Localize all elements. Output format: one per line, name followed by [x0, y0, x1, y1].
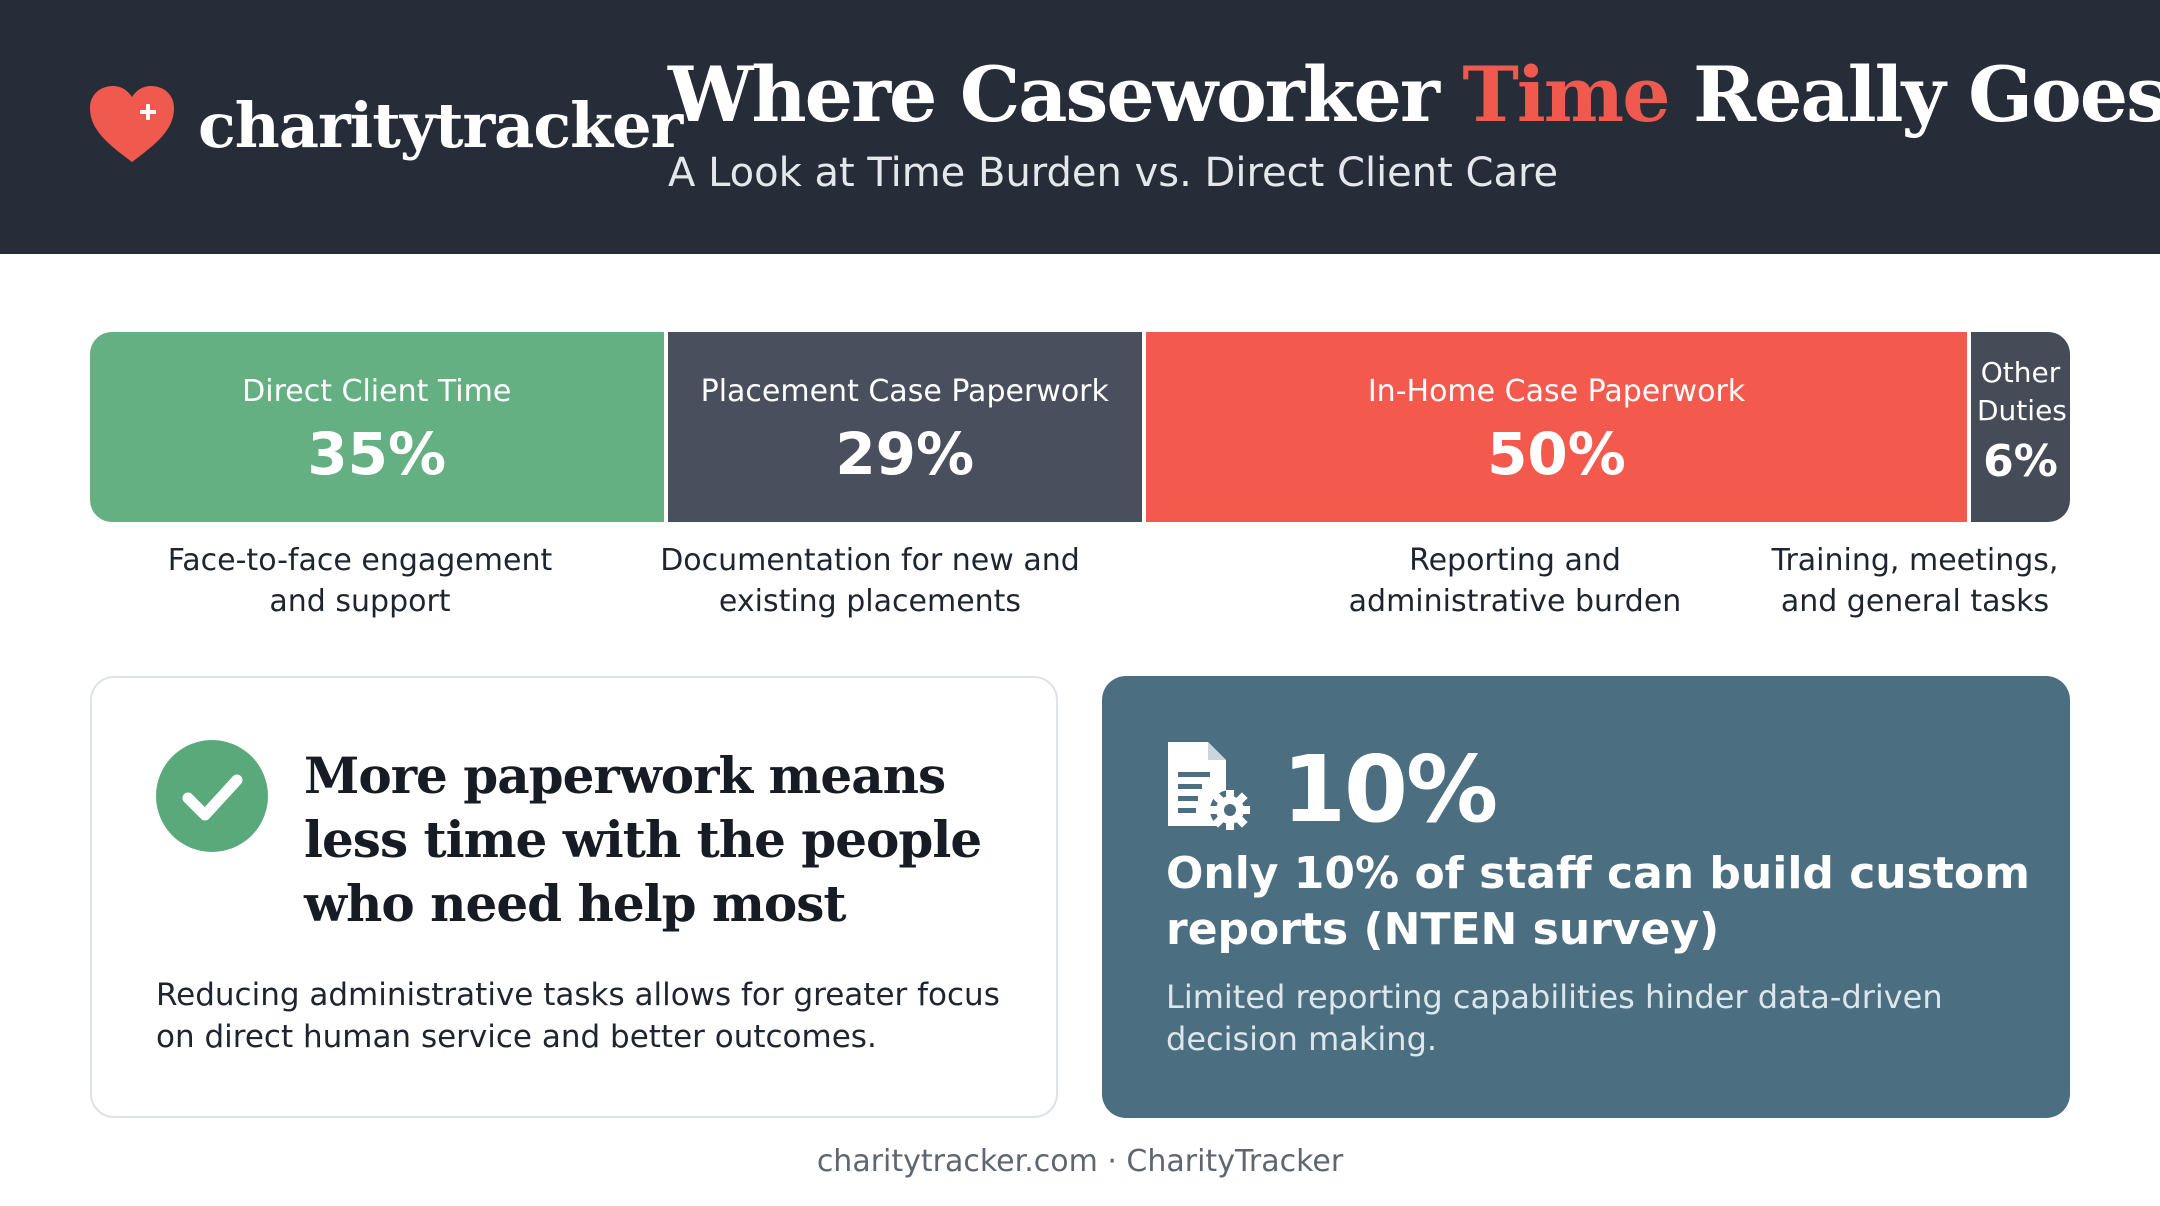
segment-direct-client-time: Direct Client Time 35% — [90, 332, 664, 522]
big-statistic: 10% — [1282, 736, 1498, 843]
check-circle-icon — [156, 740, 268, 852]
header-banner: charitytracker Where Caseworker Time Rea… — [0, 0, 2160, 254]
segment-description: Documentation for new and existing place… — [660, 543, 1080, 619]
segment-value: 6% — [1983, 436, 2058, 487]
brand-name: charitytracker — [198, 88, 683, 162]
card-body-text: Reducing administrative tasks allows for… — [156, 977, 1000, 1055]
segment-description: Reporting and administrative burden — [1348, 543, 1682, 619]
card-heading: More paperwork means less time with the … — [304, 746, 982, 933]
card-heading: Only 10% of staff can build custom repor… — [1166, 848, 2030, 955]
title-part-1: Where Caseworker — [668, 50, 1463, 139]
segment-value: 50% — [1487, 420, 1626, 488]
brand-logo[interactable]: charitytracker — [88, 84, 683, 166]
document-gear-icon — [1168, 742, 1250, 830]
title-accent-word: Time — [1462, 50, 1670, 139]
title-part-2: Really Goes — [1668, 50, 2160, 139]
insight-card-reporting: 10% Only 10% of staff can build custom r… — [1102, 676, 2070, 1118]
footer-credit[interactable]: charitytracker.com · CharityTracker — [816, 1144, 1344, 1179]
segment-value: 29% — [835, 420, 975, 488]
page-title: Where Caseworker Time Really Goes — [668, 50, 2160, 139]
segment-placement-case-paperwork: Placement Case Paperwork 29% — [667, 332, 1142, 522]
segment-other-duties: Other Duties 6% — [1971, 332, 2070, 522]
page-subtitle: A Look at Time Burden vs. Direct Client … — [668, 150, 1559, 196]
stacked-bar-chart: Direct Client Time 35% Placement Case Pa… — [90, 332, 2070, 522]
segment-label: Other Duties — [1977, 356, 2067, 427]
segment-description: Training, meetings, and general tasks — [1771, 543, 2059, 619]
segment-description: Face-to-face engagement and support — [167, 543, 553, 619]
card-body-text: Limited reporting capabilities hinder da… — [1166, 978, 1943, 1058]
heart-plus-icon — [90, 86, 174, 162]
segment-value: 35% — [307, 420, 447, 488]
segment-label: In-Home Case Paperwork — [1367, 374, 1746, 409]
segment-in-home-case-paperwork: In-Home Case Paperwork 50% — [1146, 332, 1967, 522]
segment-label: Placement Case Paperwork — [700, 374, 1109, 409]
insight-card-paperwork: More paperwork means less time with the … — [90, 676, 1058, 1118]
segment-label: Direct Client Time — [242, 374, 512, 409]
